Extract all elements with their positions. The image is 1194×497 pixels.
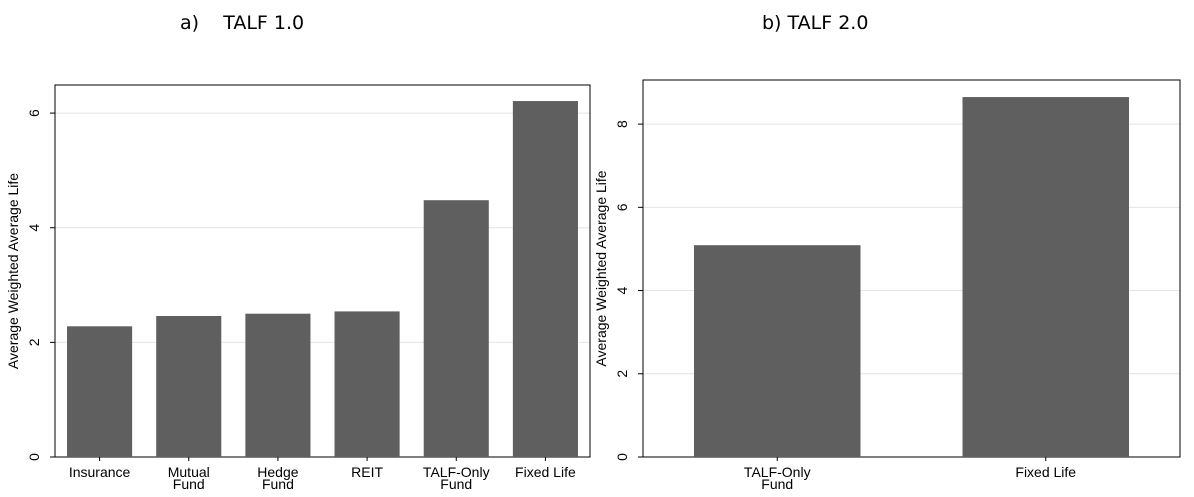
y-tick-label: 6 (26, 109, 42, 117)
bar (962, 97, 1129, 458)
y-tick-label: 2 (26, 338, 42, 346)
bar (156, 315, 222, 457)
y-tick-label: 0 (614, 453, 630, 461)
chart-title: b) TALF 2.0 (762, 12, 869, 34)
y-tick-label: 0 (26, 453, 42, 461)
bar (423, 200, 489, 457)
plot-frame (642, 79, 1181, 458)
y-axis-label: Average Weighted Average Life (5, 173, 21, 369)
bar (245, 313, 311, 457)
x-tick-label: Insurance (68, 464, 131, 480)
x-tick-label: Mutual Fund (167, 464, 210, 492)
x-tick-label: TALF-Only Fund (743, 464, 811, 492)
bar (512, 101, 578, 457)
x-tick-label: Hedge Fund (257, 464, 299, 492)
y-tick-label: 6 (614, 203, 630, 211)
y-axis-label: Average Weighted Average Life (593, 170, 609, 366)
y-tick-label: 4 (614, 286, 630, 294)
bar (334, 311, 400, 457)
plot-frame (54, 84, 591, 458)
y-tick-label: 8 (614, 120, 630, 128)
y-tick-label: 4 (26, 224, 42, 232)
bar (694, 245, 861, 457)
x-tick-label: REIT (351, 464, 384, 480)
bar (67, 326, 133, 457)
chart-title: a) TALF 1.0 (180, 12, 305, 34)
x-tick-label: TALF-Only Fund (422, 464, 490, 492)
x-tick-label: Fixed Life (1015, 464, 1077, 480)
y-tick-label: 2 (614, 370, 630, 378)
x-tick-label: Fixed Life (515, 464, 576, 480)
